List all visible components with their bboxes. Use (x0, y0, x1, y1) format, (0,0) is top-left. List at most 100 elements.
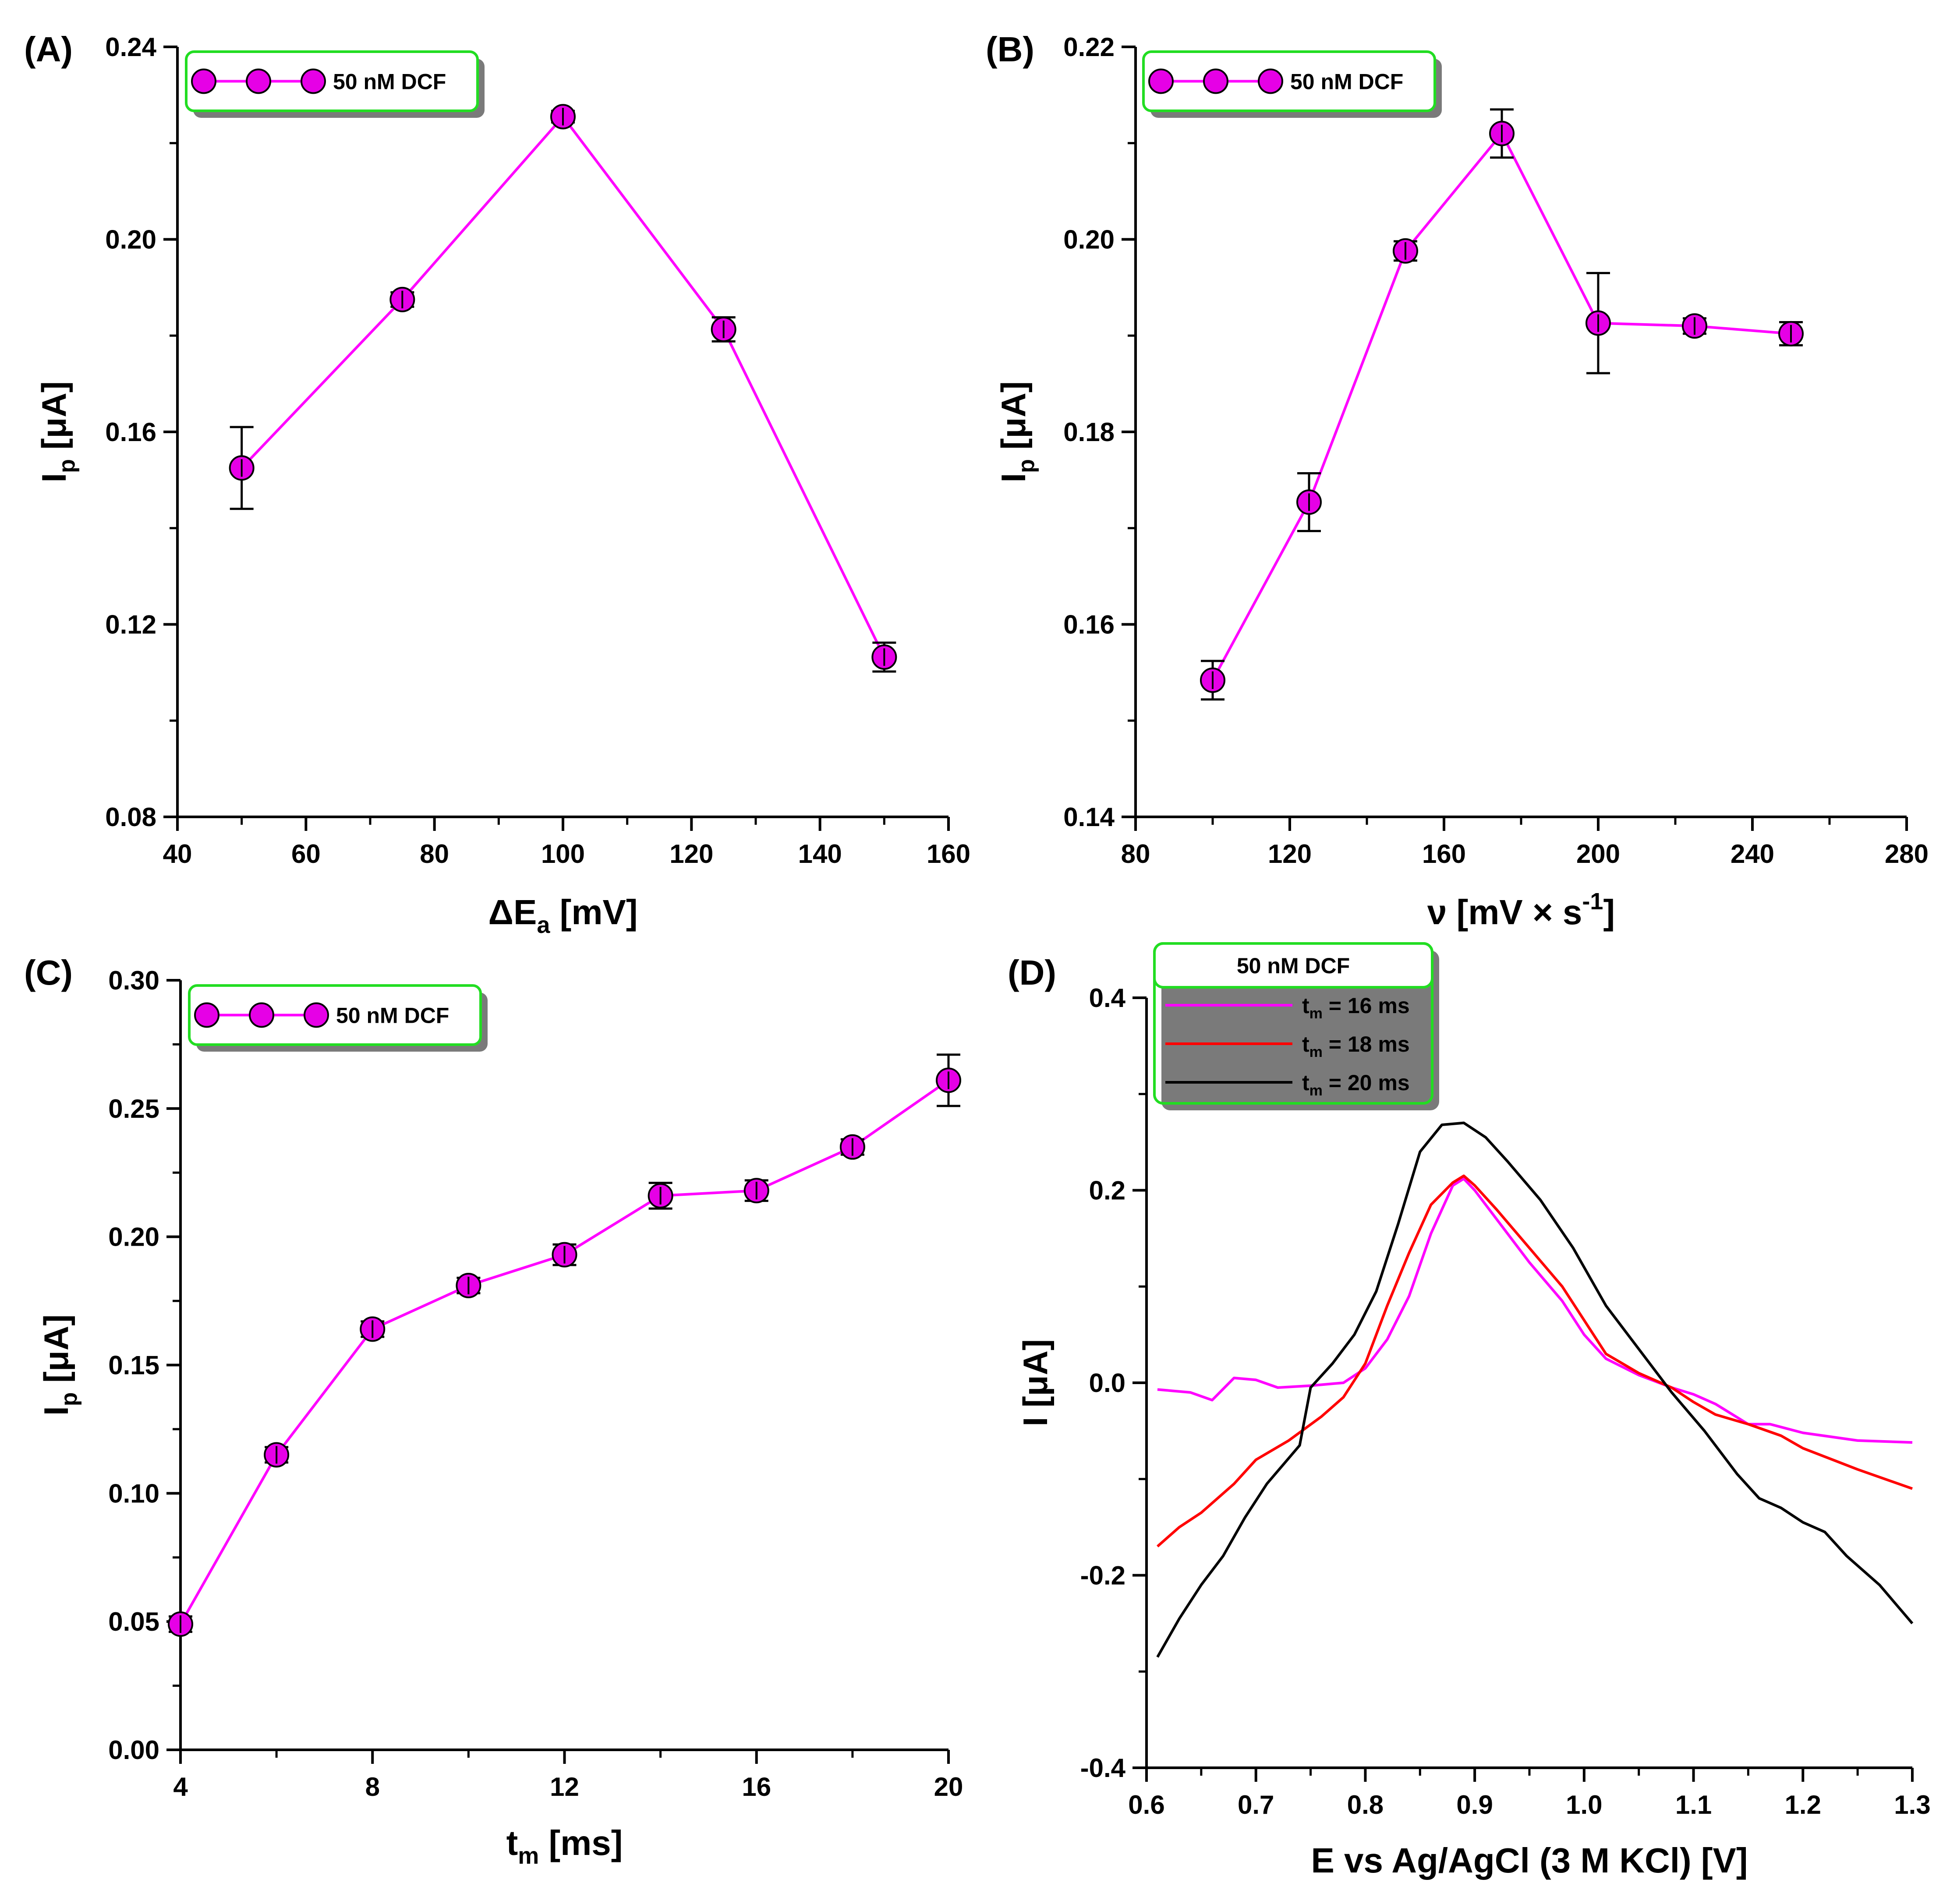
y-tick-label: 0.00 (108, 1735, 159, 1765)
y-tick-label: 0.20 (105, 225, 156, 254)
legend-label-sub: m (1309, 1005, 1323, 1022)
legend-box (185, 50, 479, 112)
panel-label: (D) (1008, 953, 1056, 992)
x-tick-label: 0.6 (1128, 1790, 1164, 1819)
x-axis-label-base: ΔE (488, 893, 537, 932)
y-tick-label: 0.22 (1063, 32, 1115, 62)
y-tick-label: 0.05 (108, 1607, 159, 1636)
y-tick-label: 0.0 (1089, 1368, 1125, 1398)
x-axis-label-base: ν [mV × s (1427, 893, 1582, 932)
x-tick-label: 200 (1576, 839, 1620, 869)
x-tick-label: 80 (1121, 839, 1150, 869)
y-axis-label: Ip [μA] (37, 1314, 82, 1416)
y-tick-label: 0.10 (108, 1479, 159, 1508)
legend-label-base: t (1302, 1032, 1309, 1056)
panel-b: (B) 80 120 160 200 240 280 0.14 0.16 0.18 0.20 0.22… (986, 30, 1929, 932)
legend-marker (1148, 68, 1174, 94)
x-axis-label-base: E vs Ag/AgCl (3 M KCl) [V] (1311, 1841, 1748, 1880)
series-3 (1156, 1121, 1914, 1658)
y-tick-label: 0.18 (1063, 417, 1115, 447)
x-axis-label: tm [ms] (506, 1823, 623, 1869)
x-tick-label: 1.0 (1566, 1790, 1602, 1819)
y-axis-label-rest: [μA] (37, 1314, 75, 1392)
panel-label: (A) (24, 30, 73, 69)
panel-a: (A) 40 60 80 100 120 140 160 0.08 0.12 0.16 0.20 0.2… (24, 30, 970, 938)
legend: 50 nM DCF (1142, 50, 1442, 118)
legend: 50 nM DCF (188, 984, 488, 1052)
y-axis-label: I [μA] (1016, 1339, 1055, 1426)
y-tick-label: 0.20 (1063, 225, 1115, 254)
x-tick-label: 0.8 (1347, 1790, 1384, 1819)
y-tick-label: 0.24 (105, 32, 156, 62)
legend-label: tm = 18 ms (1302, 1032, 1410, 1060)
series-line (179, 1079, 949, 1625)
legend-box (1142, 50, 1436, 112)
x-tick-label: 160 (927, 839, 970, 869)
x-tick-label: 40 (163, 839, 192, 869)
x-tick-label: 1.2 (1785, 1790, 1821, 1819)
x-tick-label: 80 (420, 839, 449, 869)
y-axis-label-sub: p (1014, 459, 1039, 473)
series-2 (1156, 1174, 1913, 1547)
x-tick-label: 1.3 (1894, 1790, 1930, 1819)
y-tick-label: 0.2 (1089, 1176, 1125, 1205)
x-axis-label-sub: m (518, 1843, 539, 1869)
x-tick-label: 20 (934, 1772, 963, 1802)
x-tick-label: 4 (173, 1772, 188, 1802)
x-tick-label: 280 (1885, 839, 1929, 869)
y-axis-label-base: I (994, 473, 1033, 483)
x-axis-label: E vs Ag/AgCl (3 M KCl) [V] (1311, 1841, 1748, 1880)
x-axis-label-sub: a (537, 912, 550, 938)
x-tick-label: 240 (1731, 839, 1774, 869)
y-tick-label: -0.4 (1080, 1753, 1126, 1783)
series-1 (1200, 108, 1804, 701)
legend-marker (301, 68, 326, 94)
x-axis-label: ν [mV × s-1] (1427, 888, 1615, 932)
y-tick-label: 0.15 (108, 1351, 159, 1380)
series-1 (229, 104, 897, 673)
x-axis-label-sup: -1 (1582, 888, 1603, 915)
x-tick-label: 8 (365, 1772, 380, 1802)
legend-marker (194, 1002, 219, 1028)
y-tick-label: 0.20 (108, 1222, 159, 1252)
x-axis-label-rest: [mV] (550, 893, 637, 932)
series-line (241, 115, 886, 658)
x-tick-label: 160 (1422, 839, 1466, 869)
y-axis-label-sub: p (54, 459, 80, 473)
legend-label-base: t (1302, 1070, 1309, 1095)
y-axis-label-base: I (37, 1406, 75, 1416)
x-tick-label: 0.7 (1238, 1790, 1274, 1819)
panel-label: (C) (24, 953, 73, 992)
legend-marker (304, 1002, 329, 1028)
x-tick-label: 1.1 (1675, 1790, 1712, 1819)
legend-shadow (1161, 950, 1439, 1110)
legend-label-base: t (1302, 993, 1309, 1018)
legend-label: tm = 20 ms (1302, 1070, 1410, 1099)
legend-marker (1203, 68, 1228, 94)
x-tick-label: 12 (550, 1772, 579, 1802)
y-axis-label-base: I (35, 473, 73, 483)
legend-label-rest: = 18 ms (1323, 1032, 1410, 1056)
x-tick-label: 120 (669, 839, 713, 869)
legend-marker (246, 68, 271, 94)
legend: 50 nM DCF (185, 50, 485, 118)
y-tick-label: 0.4 (1089, 983, 1126, 1013)
y-tick-label: 0.14 (1063, 802, 1115, 832)
x-tick-label: 60 (291, 839, 321, 869)
legend-marker (1258, 68, 1283, 94)
x-axis-label-base: t (506, 1823, 518, 1862)
y-tick-label: 0.08 (105, 802, 156, 832)
x-tick-label: 140 (798, 839, 842, 869)
panel-label: (B) (986, 30, 1034, 69)
legend-label-sub: m (1309, 1044, 1323, 1060)
legend-label-rest: = 20 ms (1323, 1070, 1410, 1095)
series-line (1156, 1174, 1913, 1547)
legend-label: tm = 16 ms (1302, 993, 1410, 1022)
legend-box (188, 984, 482, 1046)
x-axis-label-rest: [ms] (539, 1823, 623, 1862)
y-axis-label-rest: [μA] (994, 381, 1033, 459)
x-tick-label: 16 (742, 1772, 771, 1802)
x-tick-label: 100 (541, 839, 585, 869)
y-axis-label-base: I [μA] (1016, 1339, 1055, 1426)
